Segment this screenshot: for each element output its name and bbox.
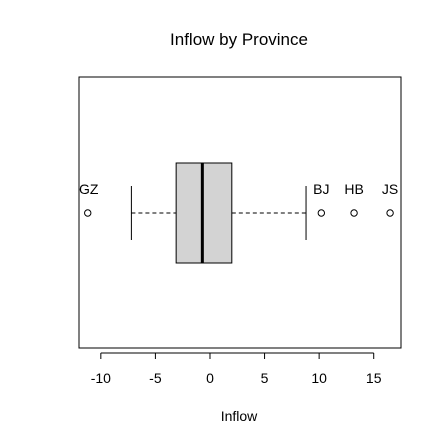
x-tick-label: 5 bbox=[261, 370, 269, 386]
outlier-label: JS bbox=[382, 181, 398, 197]
outlier-label: HB bbox=[344, 181, 363, 197]
outlier-point bbox=[317, 209, 326, 217]
x-tick-label: 15 bbox=[366, 370, 382, 386]
outlier-label: GZ bbox=[79, 181, 99, 197]
outlier-point bbox=[84, 209, 92, 217]
outlier-label: BJ bbox=[313, 181, 329, 197]
x-axis-label: Inflow bbox=[221, 408, 258, 424]
outlier-point bbox=[386, 209, 394, 217]
x-tick-label: 10 bbox=[311, 370, 327, 386]
boxplot-layer: GZ BJ HB JS bbox=[79, 162, 398, 264]
x-axis: -10 -5 0 5 10 15 bbox=[91, 352, 382, 386]
x-tick-label: -5 bbox=[149, 370, 162, 386]
x-tick-label: -10 bbox=[91, 370, 111, 386]
x-tick-label: 0 bbox=[206, 370, 214, 386]
plot-frame bbox=[78, 76, 402, 349]
outlier-point bbox=[350, 209, 358, 217]
chart-title: Inflow by Province bbox=[170, 30, 308, 49]
iqr-box bbox=[175, 162, 233, 264]
